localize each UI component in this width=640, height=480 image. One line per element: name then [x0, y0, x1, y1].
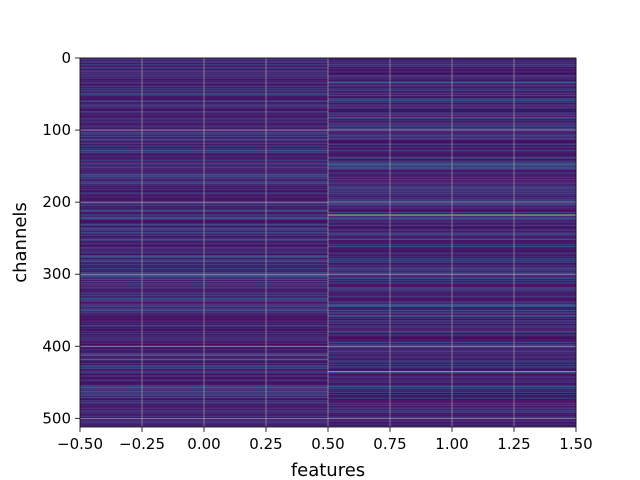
x-tick-label: 0.00: [187, 435, 220, 453]
x-tick-label: −0.50: [57, 435, 103, 453]
x-tick-label: 0.75: [373, 435, 406, 453]
x-tick-label: 0.25: [249, 435, 282, 453]
y-axis-ticks: 0 100 200 300 400 500: [42, 49, 80, 427]
y-tick-label: 300: [42, 265, 71, 283]
y-tick-label: 100: [42, 121, 71, 139]
x-tick-label: −0.25: [119, 435, 165, 453]
x-tick-label: 1.00: [435, 435, 468, 453]
y-tick-label: 500: [42, 409, 71, 427]
y-tick-label: 200: [42, 193, 71, 211]
y-axis-label: channels: [10, 202, 31, 283]
x-axis-label: features: [291, 460, 365, 480]
x-tick-label: 0.50: [311, 435, 344, 453]
y-tick-label: 400: [42, 337, 71, 355]
y-tick-label: 0: [61, 49, 71, 67]
x-tick-label: 1.25: [497, 435, 530, 453]
x-axis-ticks: −0.50 −0.25 0.00 0.25 0.50 0.75 1.00 1.25 1.50: [57, 427, 593, 453]
x-tick-label: 1.50: [559, 435, 592, 453]
